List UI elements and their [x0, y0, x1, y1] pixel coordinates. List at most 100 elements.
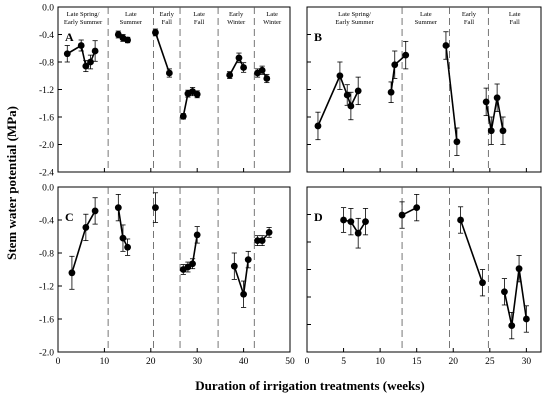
- data-point: [152, 204, 159, 212]
- data-point: [240, 290, 248, 298]
- data-point: [347, 102, 355, 110]
- data-point: [482, 98, 490, 106]
- y-tick-label: -0.4: [39, 31, 54, 41]
- data-point: [508, 322, 516, 329]
- data-point: [152, 29, 159, 36]
- y-tick-label: -0.4: [39, 217, 54, 227]
- data-point: [230, 262, 238, 270]
- x-tick-label: 40: [239, 357, 249, 367]
- data-point: [114, 31, 122, 38]
- data-point: [413, 204, 421, 212]
- data-point: [265, 228, 273, 236]
- data-point: [453, 138, 461, 146]
- data-point: [235, 54, 243, 62]
- data-point: [91, 47, 99, 55]
- season-label: Late Spring/: [338, 11, 371, 18]
- season-label: Fall: [194, 19, 204, 26]
- series-line: [343, 219, 367, 235]
- data-point: [354, 87, 362, 95]
- data-point: [193, 90, 201, 98]
- season-label: Late: [266, 11, 278, 18]
- season-label: Early: [160, 11, 175, 18]
- data-point: [87, 58, 94, 66]
- data-point: [189, 260, 196, 268]
- y-tick-label: -1.6: [39, 316, 54, 326]
- panel-letter: A: [65, 30, 74, 44]
- y-tick-label: -1.2: [39, 283, 54, 293]
- data-point: [124, 243, 131, 251]
- y-tick-label: -1.2: [39, 86, 54, 96]
- x-tick-label: 0: [56, 357, 61, 367]
- data-point: [114, 204, 122, 212]
- data-point: [124, 36, 131, 44]
- data-point: [258, 66, 266, 74]
- data-point: [499, 127, 507, 135]
- panel-letter: D: [314, 210, 323, 224]
- y-tick-label: -2.0: [39, 141, 54, 151]
- y-axis-title: Stem water potential (MPa): [4, 106, 19, 260]
- season-label: Early Summer: [64, 19, 103, 26]
- data-point: [263, 75, 271, 82]
- season-label: Early: [229, 11, 244, 18]
- data-point: [258, 237, 266, 245]
- series-line: [154, 32, 171, 74]
- panel-frame: [306, 186, 542, 353]
- y-tick-label: 0.0: [42, 184, 54, 194]
- x-tick-label: 5: [341, 357, 346, 367]
- y-tick-label: -2.0: [39, 349, 54, 359]
- data-point: [244, 256, 252, 263]
- data-point: [343, 91, 351, 99]
- panel-frame: [57, 186, 291, 353]
- x-tick-label: 25: [485, 357, 495, 367]
- data-point: [487, 127, 495, 135]
- season-label: Summer: [120, 19, 143, 26]
- data-point: [336, 72, 344, 80]
- y-tick-label: 0.0: [42, 4, 54, 14]
- data-point: [82, 62, 90, 70]
- x-tick-label: 30: [192, 357, 202, 367]
- data-point: [442, 42, 450, 49]
- y-tick-label: -2.4: [39, 169, 54, 179]
- data-point: [515, 265, 523, 273]
- season-label: Fall: [162, 19, 172, 26]
- data-point: [63, 50, 71, 58]
- season-label: Winter: [227, 19, 246, 26]
- panel-c: 0.0 -0.4 -0.8 -1.2 -1.6 -2.00 10 20 30 40 50 C: [39, 184, 295, 368]
- x-tick-label: 50: [285, 357, 295, 367]
- data-point: [398, 211, 406, 219]
- season-label: Fall: [464, 19, 474, 26]
- panel-d: 0 5 10 15 20 25 30 D: [305, 186, 542, 367]
- data-point: [479, 279, 486, 287]
- season-label: Late: [420, 11, 432, 18]
- x-tick-label: 0: [305, 357, 310, 367]
- season-label: Late: [125, 11, 137, 18]
- season-label: Late: [509, 11, 521, 18]
- x-tick-label: 10: [100, 357, 110, 367]
- series-line: [445, 45, 458, 142]
- data-point: [193, 231, 201, 239]
- series-line: [390, 54, 407, 93]
- panel-letter: C: [65, 210, 74, 224]
- data-point: [82, 224, 90, 231]
- data-point: [402, 51, 410, 59]
- series-line: [71, 210, 96, 274]
- season-label: Early Summer: [335, 19, 374, 26]
- data-point: [68, 269, 76, 277]
- season-label: Fall: [510, 19, 520, 26]
- data-point: [457, 216, 464, 224]
- data-point: [91, 207, 99, 215]
- x-tick-label: 30: [522, 357, 532, 367]
- data-point: [226, 71, 234, 79]
- data-point: [501, 288, 508, 296]
- season-label: Summer: [415, 19, 438, 26]
- series-line: [459, 219, 484, 283]
- data-point: [119, 234, 127, 242]
- panel-letter: B: [314, 30, 322, 44]
- y-tick-label: -1.6: [39, 114, 54, 124]
- data-point: [493, 94, 501, 102]
- data-point: [387, 88, 395, 96]
- season-label: Early: [462, 11, 477, 18]
